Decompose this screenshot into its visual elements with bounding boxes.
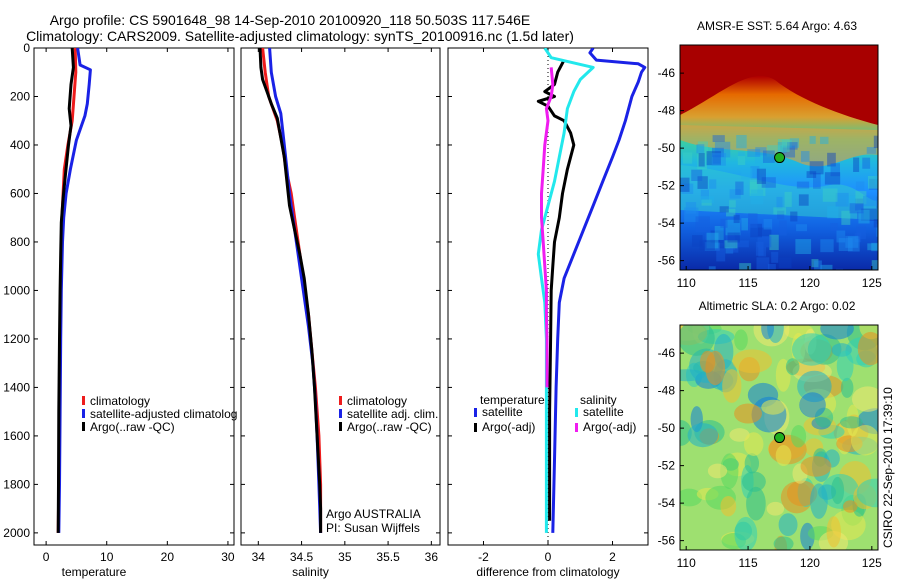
x-tick-label: 30	[221, 550, 235, 564]
series-line-black	[56, 48, 75, 533]
legend-swatch	[575, 423, 578, 432]
y-tick-label: 1600	[3, 429, 30, 443]
argo-float-marker	[774, 432, 786, 444]
y-tick-label: 200	[10, 89, 30, 103]
x-tick-label: 110	[677, 276, 696, 290]
argo-float-marker	[774, 152, 786, 164]
plot-frame	[240, 47, 441, 546]
footer-text: PI: Susan Wijffels	[326, 521, 420, 535]
legend-swatch	[82, 396, 85, 405]
legend-label: Argo(..raw -QC)	[347, 420, 432, 434]
salinity-panel: 34 34.5 35 35.5 36 salinity climatologysatelli…	[240, 47, 441, 579]
x-tick-label: 35.5	[376, 550, 400, 564]
sst-field	[680, 45, 878, 270]
series-line-magenta	[540, 67, 555, 388]
legend-label: satellite adj. clim.	[347, 407, 438, 421]
x-tick-label: 125	[862, 276, 882, 290]
y-tick-label: 1400	[3, 380, 30, 394]
legend-swatch	[575, 408, 578, 417]
x-tick-label: -2	[478, 550, 489, 564]
legend-heading-salinity: salinity	[580, 393, 617, 407]
map-title: AMSR-E SST: 5.64 Argo: 4.63	[697, 19, 857, 33]
x-tick-label: 115	[738, 556, 757, 570]
y-tick-label: 1000	[3, 283, 30, 297]
x-tick-label: 120	[800, 276, 820, 290]
x-tick-label: 115	[738, 276, 757, 290]
x-tick-label: 120	[800, 556, 820, 570]
x-tick-label: 125	[862, 556, 882, 570]
footer-text: Argo AUSTRALIA	[326, 507, 421, 521]
legend-label: climatology	[90, 394, 150, 408]
y-tick-label: -52	[658, 459, 676, 473]
x-tick-label: 0	[545, 550, 552, 564]
x-tick-label: 36	[425, 550, 439, 564]
y-tick-label: 400	[10, 138, 30, 152]
series-line-blue	[551, 48, 647, 533]
x-tick-label: 35	[338, 550, 352, 564]
x-axis-label: temperature	[62, 565, 127, 579]
sla-map-panel: Altimetric SLA: 0.2 Argo: 0.02 -46 -48 -50 -…	[658, 299, 882, 570]
legend-swatch	[474, 423, 477, 432]
y-tick-label: -50	[658, 141, 676, 155]
legend-swatch	[474, 408, 477, 417]
title-line-2: Climatology: CARS2009. Satellite-adjuste…	[26, 28, 574, 44]
x-tick-label: 0	[43, 550, 50, 564]
x-axis-label: salinity	[292, 565, 329, 579]
y-tick-label: -50	[658, 421, 676, 435]
y-tick-label: -48	[658, 384, 676, 398]
y-tick-label: -48	[658, 104, 676, 118]
y-tick-label: 1800	[3, 477, 30, 491]
legend-swatch	[82, 409, 85, 418]
legend-swatch	[339, 396, 342, 405]
y-tick-label: -52	[658, 179, 676, 193]
legend-label: Argo(-adj)	[583, 420, 636, 434]
y-tick-label: 2000	[3, 526, 30, 540]
x-tick-label: 20	[161, 550, 175, 564]
sst-map-panel: AMSR-E SST: 5.64 Argo: 4.63 -46 -48 -50 -52 -…	[658, 19, 882, 290]
legend-label: climatology	[347, 394, 407, 408]
legend-swatch	[339, 422, 342, 431]
y-tick-label: 800	[10, 235, 30, 249]
legend-label: satellite	[482, 405, 523, 419]
legend-swatch	[339, 409, 342, 418]
y-tick-label: 1200	[3, 332, 30, 346]
legend-label: Argo(..raw -QC)	[90, 420, 175, 434]
map-frame	[679, 44, 879, 271]
y-tick-label: -56	[658, 534, 676, 548]
x-axis-label: difference from climatology	[476, 565, 619, 579]
title-line-1: Argo profile: CS 5901648_98 14-Sep-2010 …	[49, 12, 531, 28]
timestamp-stamp: CSIRO 22-Sep-2010 17:39:10	[881, 387, 895, 548]
x-tick-label: 34	[252, 550, 266, 564]
temperature-panel: 0 200 400 600 800 1000 1200 1400 1600 1800 2000 0 10…	[3, 41, 237, 579]
map-frame	[679, 324, 879, 551]
legend-label: satellite-adjusted climatolog	[90, 407, 237, 421]
x-tick-label: 34.5	[290, 550, 314, 564]
y-tick-label: -56	[658, 254, 676, 268]
y-tick-label: -54	[658, 496, 676, 510]
map-title: Altimetric SLA: 0.2 Argo: 0.02	[699, 299, 856, 313]
y-tick-label: 0	[23, 41, 30, 55]
y-tick-label: -46	[658, 346, 676, 360]
x-tick-label: 110	[677, 556, 696, 570]
legend-label: Argo(-adj)	[482, 420, 535, 434]
x-tick-label: 2	[609, 550, 616, 564]
y-tick-label: -46	[658, 66, 676, 80]
legend-label: satellite	[583, 405, 624, 419]
series-line-black	[536, 59, 576, 521]
y-tick-label: -54	[658, 216, 676, 230]
y-tick-label: 600	[10, 186, 30, 200]
legend-heading-temperature: temperature	[480, 393, 545, 407]
legend-swatch	[82, 422, 85, 431]
x-tick-label: 10	[100, 550, 114, 564]
series-line-black	[258, 48, 323, 533]
plot-frame	[33, 47, 235, 546]
